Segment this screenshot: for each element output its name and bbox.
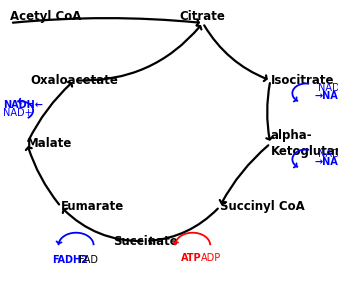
Text: ATP: ATP [181, 253, 201, 263]
Text: →NADH: →NADH [314, 157, 338, 167]
Text: Oxaloacetate: Oxaloacetate [30, 74, 118, 87]
Text: NAD+: NAD+ [3, 108, 33, 118]
Text: Citrate: Citrate [180, 10, 226, 23]
Text: NADH←: NADH← [3, 100, 43, 110]
Text: Succinate: Succinate [113, 234, 178, 248]
Text: Acetyl CoA: Acetyl CoA [10, 10, 81, 23]
Text: Malate: Malate [27, 137, 72, 150]
Text: Fumarate: Fumarate [61, 200, 124, 213]
Text: FAD: FAD [79, 255, 98, 265]
Text: ADP: ADP [201, 253, 221, 263]
Text: alpha-
Ketoglutarate: alpha- Ketoglutarate [270, 129, 338, 158]
Text: NAD+: NAD+ [318, 83, 338, 92]
Text: NAD+: NAD+ [318, 149, 338, 158]
Text: →NADH: →NADH [314, 91, 338, 101]
Text: Succinyl CoA: Succinyl CoA [220, 200, 305, 213]
Text: Isocitrate: Isocitrate [270, 74, 334, 87]
Text: FADH2: FADH2 [52, 255, 88, 265]
